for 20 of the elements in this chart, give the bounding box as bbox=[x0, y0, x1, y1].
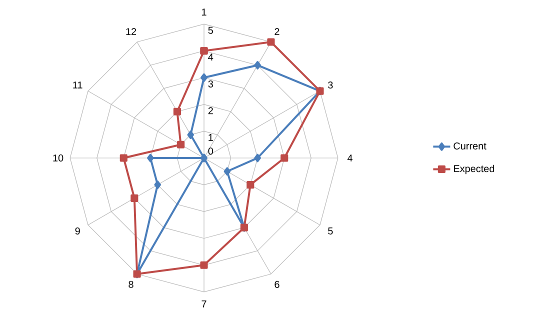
y-tick-label: 4 bbox=[208, 54, 214, 61]
y-tick-label: 0 bbox=[208, 148, 214, 155]
spoke-label: 1 bbox=[202, 8, 206, 16]
spoke-label: 12 bbox=[126, 28, 136, 36]
spoke-label: 10 bbox=[53, 154, 64, 162]
legend-label: Expected bbox=[454, 164, 494, 174]
y-tick-label: 2 bbox=[208, 107, 213, 114]
y-tick-label: 5 bbox=[208, 26, 213, 34]
spoke-label: 2 bbox=[274, 28, 280, 36]
spoke-label: 11 bbox=[73, 82, 82, 88]
y-tick-label: 1 bbox=[208, 134, 213, 141]
spoke-label: 9 bbox=[75, 227, 80, 235]
legend-label: Current bbox=[454, 142, 486, 150]
y-tick-label: 3 bbox=[208, 80, 213, 88]
spoke-label: 6 bbox=[274, 280, 280, 288]
spoke-label: 4 bbox=[347, 154, 352, 162]
spoke-label: 7 bbox=[202, 300, 206, 308]
spoke-label: 3 bbox=[328, 81, 333, 89]
spoke-label: 5 bbox=[328, 228, 333, 234]
spoke-label: 8 bbox=[128, 280, 134, 288]
